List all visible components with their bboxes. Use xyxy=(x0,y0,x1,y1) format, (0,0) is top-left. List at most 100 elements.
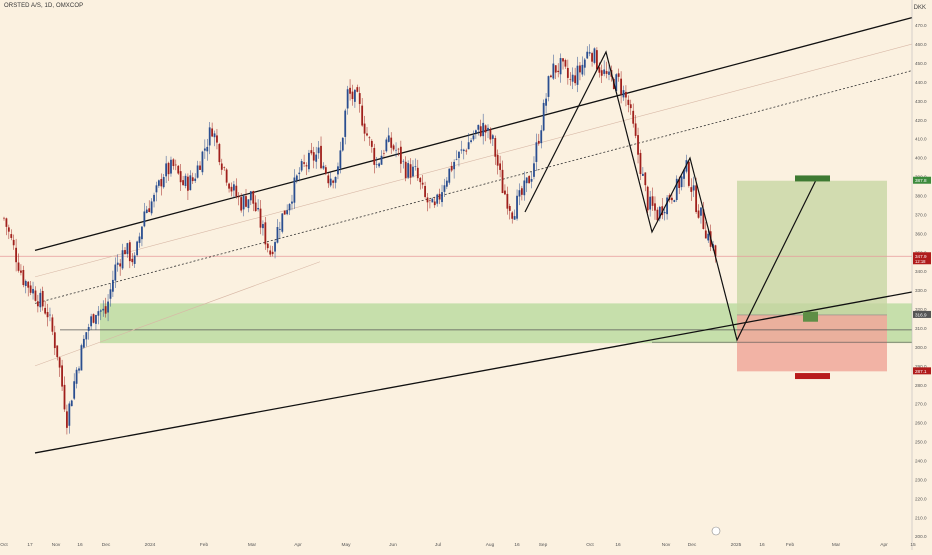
candle-body xyxy=(124,250,126,255)
candle-body xyxy=(566,67,569,78)
candle xyxy=(199,161,201,170)
candle-body xyxy=(288,203,291,211)
candle xyxy=(167,161,170,181)
candle xyxy=(361,98,364,127)
candle xyxy=(704,221,707,239)
candle xyxy=(513,209,516,220)
symbol-header: ORSTED A/S, 1D, OMXCOP xyxy=(4,3,84,9)
candle-body xyxy=(484,125,487,133)
candle xyxy=(608,64,610,81)
candle-body xyxy=(390,137,393,148)
candle xyxy=(673,199,676,203)
candle-body xyxy=(380,155,383,165)
stop-tag-box xyxy=(795,373,830,380)
channel-faint xyxy=(34,43,913,278)
candle xyxy=(436,193,439,207)
candle-body xyxy=(82,338,85,348)
candle xyxy=(310,142,313,156)
candle xyxy=(363,115,366,142)
candle-body xyxy=(351,91,354,100)
candle xyxy=(266,242,269,253)
candle xyxy=(165,155,168,184)
candle xyxy=(632,103,635,128)
candle-body xyxy=(341,137,344,151)
candle xyxy=(593,47,596,65)
candle-body xyxy=(504,190,506,195)
candle-body xyxy=(404,161,407,178)
candle-body xyxy=(34,290,37,301)
candle-body xyxy=(300,161,303,171)
candle xyxy=(278,221,281,239)
candle-body xyxy=(116,262,119,265)
candle xyxy=(484,124,487,142)
candle-body xyxy=(520,188,523,195)
candle xyxy=(658,205,661,222)
candle xyxy=(211,122,214,138)
candle xyxy=(78,366,80,374)
candle xyxy=(663,209,666,221)
candle-body xyxy=(632,110,635,124)
candle-body xyxy=(276,227,279,243)
candle-body xyxy=(327,175,330,184)
y-tick-label: 290.0 xyxy=(915,364,927,369)
candle-body xyxy=(499,163,501,170)
candle xyxy=(257,199,259,212)
candle xyxy=(537,133,540,146)
candle-body xyxy=(358,93,361,104)
candle xyxy=(233,180,235,198)
candle-body xyxy=(525,177,528,184)
candle xyxy=(380,150,383,165)
candle-body xyxy=(407,163,410,178)
y-tick-label: 330.0 xyxy=(915,288,927,293)
candle xyxy=(445,177,448,190)
candle xyxy=(293,169,296,209)
candle xyxy=(36,294,39,313)
candle xyxy=(550,74,552,78)
candle-body xyxy=(620,78,622,95)
x-tick-label: Mar xyxy=(248,542,257,548)
candle-body xyxy=(85,332,88,340)
candle xyxy=(56,345,59,361)
candle xyxy=(218,142,221,166)
candle xyxy=(491,133,494,146)
candle-body xyxy=(109,289,112,299)
candle-body xyxy=(433,201,436,206)
candle-body xyxy=(332,180,335,183)
candle-body xyxy=(494,138,497,157)
x-tick-label: Dec xyxy=(688,542,697,548)
candle-body xyxy=(107,301,109,313)
candle xyxy=(586,46,589,60)
candle-body xyxy=(501,169,504,194)
candle xyxy=(44,300,47,315)
candle-body xyxy=(576,65,579,85)
candle-body xyxy=(119,263,122,267)
candle xyxy=(416,159,419,181)
candle xyxy=(412,160,414,178)
candle xyxy=(286,204,289,216)
x-tick-label: Jun xyxy=(389,542,397,548)
candle-body xyxy=(482,122,485,137)
candle xyxy=(431,197,434,203)
candle xyxy=(63,376,66,412)
candle xyxy=(702,201,705,230)
candle-body xyxy=(228,183,230,189)
candle-body xyxy=(368,137,371,139)
candle-body xyxy=(530,179,533,182)
candle-body xyxy=(78,368,80,371)
x-tick-label: Aug xyxy=(486,542,495,548)
candle xyxy=(409,158,412,185)
candle xyxy=(641,167,644,177)
candle-body xyxy=(477,124,480,130)
candle-body xyxy=(271,251,274,255)
candle xyxy=(274,239,276,259)
candle xyxy=(404,156,407,182)
candle-body xyxy=(249,191,252,201)
candle-body xyxy=(15,247,17,263)
candle-body xyxy=(431,198,434,203)
y-tick-label: 430.0 xyxy=(915,99,927,104)
candle-body xyxy=(233,184,235,191)
candle xyxy=(143,202,146,228)
candle xyxy=(104,297,107,318)
candle-body xyxy=(131,258,134,263)
